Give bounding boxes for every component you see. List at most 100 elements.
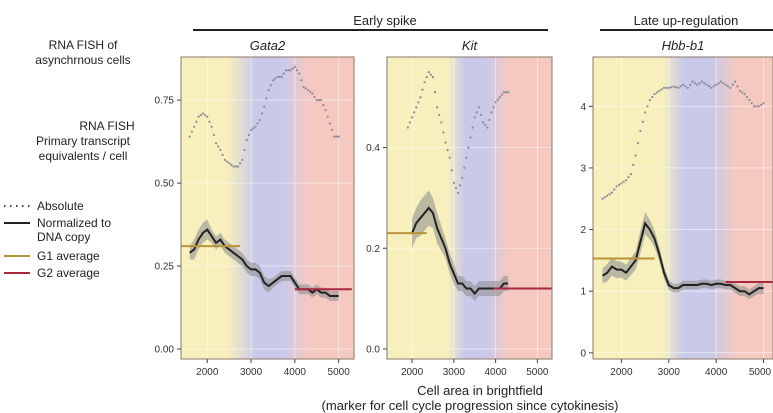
early-spike-label: Early spike (353, 13, 417, 28)
absolute-point (459, 184, 462, 187)
absolute-point (686, 86, 689, 89)
absolute-point (601, 197, 604, 200)
late-upregulation-label: Late up-regulation (634, 13, 739, 28)
absolute-point (698, 82, 701, 85)
x-tick-label: 4000 (705, 367, 728, 378)
absolute-point (302, 85, 305, 88)
absolute-point (421, 88, 424, 91)
y-tick-label: 0.2 (366, 244, 380, 255)
absolute-point (217, 145, 220, 148)
rna-fish-async-line1: RNA FISH of (49, 38, 118, 52)
chart-panel-2: 0.0 0.2 0.4 2000 3000 4000 5000 Kit (366, 38, 553, 378)
absolute-point (425, 76, 428, 79)
y-tick-label: 3 (580, 163, 586, 174)
absolute-point (465, 156, 468, 159)
absolute-point (615, 185, 618, 188)
absolute-point (287, 69, 290, 72)
y-tick-label: 1 (580, 287, 586, 298)
x-tick-label: 4000 (484, 367, 507, 378)
absolute-point (710, 86, 713, 89)
absolute-point (230, 163, 233, 166)
panel-title: Gata2 (250, 38, 286, 53)
absolute-point (206, 115, 209, 118)
absolute-point (317, 99, 321, 102)
absolute-point (705, 83, 708, 86)
absolute-point (745, 95, 749, 99)
absolute-point (241, 158, 244, 161)
absolute-point (415, 106, 418, 109)
absolute-point (752, 105, 756, 108)
absolute-point (322, 104, 325, 107)
absolute-point (300, 79, 303, 82)
absolute-point (258, 118, 261, 122)
x-tick-label: 2000 (610, 367, 633, 378)
absolute-point (228, 162, 231, 165)
absolute-point (444, 141, 447, 144)
absolute-point (691, 80, 694, 83)
absolute-point (467, 146, 470, 149)
absolute-point (456, 191, 460, 194)
legend: Absolute Normalized to DNA copy G1 avera… (4, 199, 111, 280)
absolute-point (239, 162, 242, 165)
absolute-point (225, 160, 229, 163)
legend-g1-label: G1 average (37, 249, 100, 263)
absolute-point (608, 193, 611, 196)
absolute-point (274, 77, 277, 80)
phase-background (387, 57, 552, 359)
absolute-point (475, 111, 478, 114)
absolute-point (750, 102, 753, 105)
panel-title: Kit (462, 38, 479, 53)
normalized-line (189, 228, 339, 297)
absolute-point (492, 106, 495, 109)
absolute-point (252, 127, 255, 130)
absolute-point (660, 88, 663, 91)
absolute-point (219, 148, 222, 152)
absolute-point (481, 121, 485, 124)
absolute-point (696, 83, 699, 86)
y-tick-label: 0.0 (366, 344, 380, 355)
y-tick-label: 2 (580, 225, 586, 236)
absolute-point (309, 90, 312, 93)
absolute-point (315, 99, 318, 102)
absolute-point (282, 72, 286, 75)
absolute-point (504, 91, 508, 94)
absolute-point (679, 85, 682, 88)
absolute-point (410, 116, 414, 119)
absolute-point (431, 76, 435, 79)
absolute-point (440, 121, 443, 124)
absolute-point (620, 182, 623, 185)
absolute-point (285, 69, 288, 72)
absolute-point (625, 179, 628, 182)
x-tick-label: 3000 (443, 367, 466, 378)
absolute-point (324, 108, 327, 112)
absolute-point (755, 105, 758, 108)
absolute-point (662, 86, 666, 89)
absolute-point (665, 86, 668, 89)
normalized-line (411, 206, 509, 296)
absolute-point (473, 116, 476, 119)
absolute-point (450, 169, 453, 172)
absolute-point (627, 176, 630, 179)
absolute-point (408, 121, 412, 124)
absolute-point (715, 83, 718, 86)
absolute-point (726, 85, 730, 88)
x-tick-label: 5000 (328, 367, 351, 378)
absolute-point (446, 149, 449, 152)
absolute-point (452, 181, 455, 184)
x-tick-label: 5000 (526, 367, 549, 378)
absolute-point (498, 96, 501, 99)
y-tick-label: 0.4 (366, 143, 380, 154)
absolute-point (731, 83, 734, 86)
absolute-point (655, 91, 659, 94)
absolute-point (427, 71, 430, 74)
absolute-point (221, 153, 224, 157)
absolute-point (289, 69, 292, 72)
absolute-point (210, 125, 213, 128)
absolute-point (199, 113, 202, 117)
x-axis-label-line1: Cell area in brightfield (417, 383, 543, 398)
absolute-point (653, 92, 656, 96)
absolute-point (190, 130, 194, 133)
absolute-point (629, 173, 632, 176)
absolute-point (442, 131, 445, 134)
absolute-point (260, 112, 264, 115)
